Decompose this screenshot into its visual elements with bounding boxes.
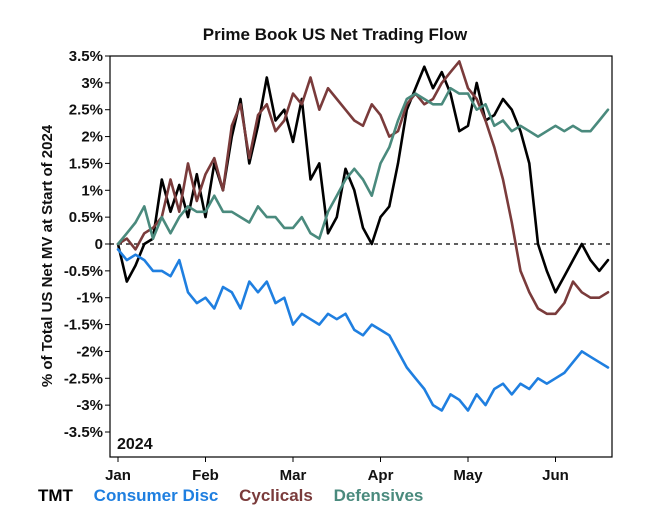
x-axis: Jan Feb Mar Apr May Jun: [105, 457, 569, 484]
y-tick-label: 3%: [81, 75, 103, 92]
series-group: [116, 60, 610, 412]
y-tick-label: -2%: [76, 343, 103, 360]
series-line-consumer-disc: [116, 248, 610, 412]
y-tick-label: 1%: [81, 182, 103, 199]
y-tick-label: -1.5%: [64, 317, 103, 334]
x-tick-label: Jan: [105, 467, 131, 484]
y-tick-label: -2.5%: [64, 370, 103, 387]
y-tick-label: -3.5%: [64, 424, 103, 441]
y-tick-label: -3%: [76, 397, 103, 414]
year-annotation: 2024: [117, 436, 153, 453]
y-tick-label: 0: [95, 236, 103, 253]
x-tick-label: Jun: [542, 467, 569, 484]
y-tick-label: 2%: [81, 129, 103, 146]
y-tick-label: 3.5%: [69, 48, 103, 65]
y-axis-label: % of Total US Net MV at Start of 2024: [39, 124, 56, 387]
series-line-defensives: [116, 86, 610, 246]
legend-item-defensives: Defensives: [333, 486, 424, 505]
legend: TMT Consumer Disc Cyclicals Defensives: [38, 486, 439, 506]
x-tick-label: May: [453, 467, 483, 484]
x-tick-label: Mar: [280, 467, 307, 484]
x-tick-label: Apr: [368, 467, 394, 484]
x-tick-label: Feb: [192, 467, 219, 484]
legend-item-tmt: TMT: [38, 486, 73, 505]
legend-item-consumer-disc: Consumer Disc: [93, 486, 219, 505]
plot-frame: [109, 55, 613, 458]
y-tick-label: -1%: [76, 290, 103, 307]
y-tick-label: 1.5%: [69, 155, 103, 172]
series-line-cyclicals: [116, 60, 610, 316]
y-tick-label: 2.5%: [69, 102, 103, 119]
y-tick-label: -0.5%: [64, 263, 103, 280]
legend-item-cyclicals: Cyclicals: [239, 486, 313, 505]
y-tick-label: 0.5%: [69, 209, 103, 226]
chart-title: Prime Book US Net Trading Flow: [203, 25, 468, 44]
y-axis: 3.5% 3% 2.5% 2% 1.5% 1% 0.5% 0 -0.5% -1% -1.5% -2% -…: [64, 48, 110, 441]
